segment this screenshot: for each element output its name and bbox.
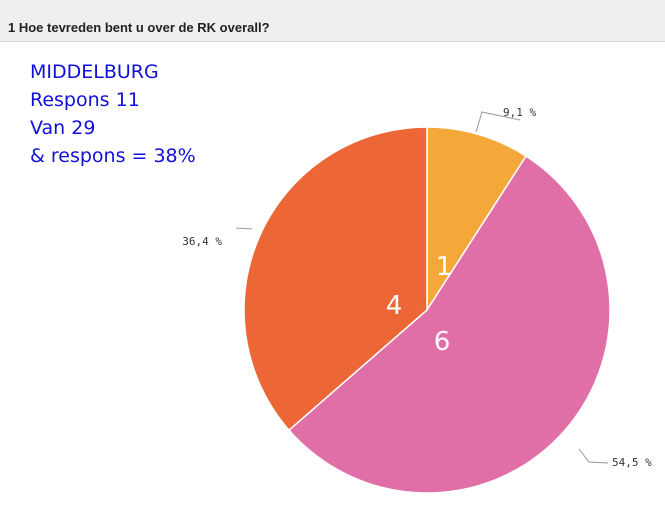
pie-slice <box>287 155 611 494</box>
pie-slice <box>426 126 528 313</box>
note-line-total: Van 29 <box>30 117 96 139</box>
pie-slice <box>243 126 428 432</box>
note-line-city: MIDDELBURG <box>30 61 159 83</box>
leader-line <box>235 227 253 230</box>
note-line-rate: & respons = 38% <box>30 145 196 167</box>
question-header: 1 Hoe tevreden bent u over de RK overall… <box>0 0 665 42</box>
slice-count-label: 6 <box>434 327 451 357</box>
leader-line <box>578 448 609 464</box>
slice-percent-label: 54,5 % <box>612 456 652 469</box>
note-line-response: Respons 11 <box>30 89 140 111</box>
slice-count-label: 1 <box>436 252 453 282</box>
response-note: MIDDELBURG Respons 11 Van 29 & respons =… <box>30 58 196 170</box>
question-title: 1 Hoe tevreden bent u over de RK overall… <box>8 20 270 35</box>
slice-percent-label: 36,4 % <box>182 235 222 248</box>
slice-percent-label: 9,1 % <box>503 106 536 119</box>
slice-count-label: 4 <box>386 291 403 321</box>
leader-line <box>475 111 521 133</box>
